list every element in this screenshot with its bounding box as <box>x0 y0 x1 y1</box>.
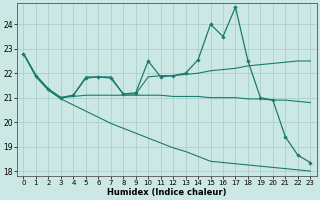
X-axis label: Humidex (Indice chaleur): Humidex (Indice chaleur) <box>107 188 227 197</box>
